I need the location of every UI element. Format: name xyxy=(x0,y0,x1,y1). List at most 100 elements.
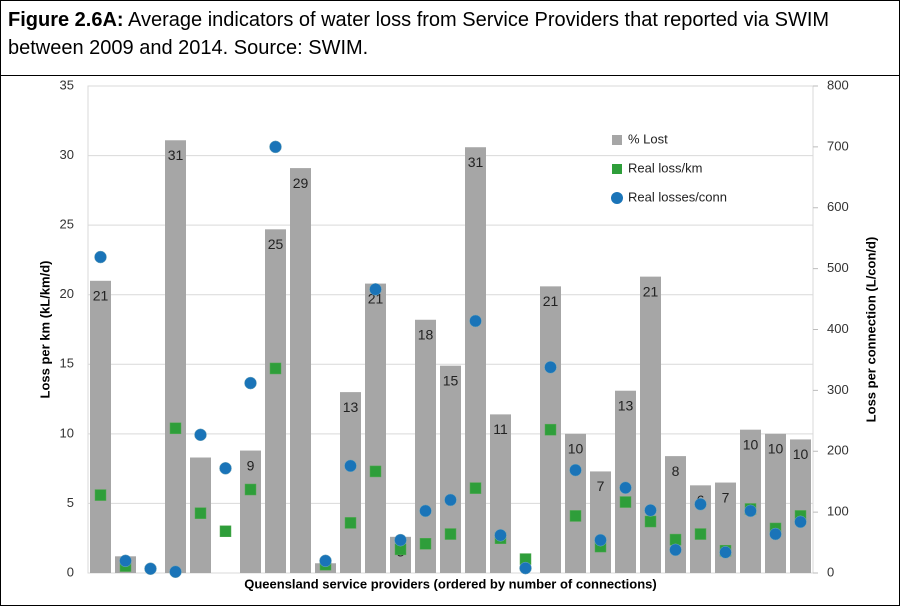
circle-marker xyxy=(394,533,407,547)
bar xyxy=(340,392,361,573)
bar xyxy=(790,439,811,573)
bar xyxy=(240,450,261,573)
y2-tick-label: 500 xyxy=(827,260,849,275)
legend-swatch xyxy=(612,135,622,145)
value-label: 31 xyxy=(468,154,484,170)
square-marker xyxy=(344,517,357,529)
bar xyxy=(265,229,286,573)
value-label: 18 xyxy=(418,326,434,342)
square-marker xyxy=(94,489,107,501)
bar xyxy=(465,147,486,574)
y-tick-label: 20 xyxy=(60,286,74,301)
circle-marker xyxy=(269,140,282,154)
caption-label: Figure 2.6A: xyxy=(8,9,124,31)
circle-marker xyxy=(694,497,707,511)
value-label: 7 xyxy=(722,489,730,505)
y-tick-label: 0 xyxy=(67,564,74,579)
square-marker xyxy=(169,422,182,435)
value-label: 21 xyxy=(93,288,109,304)
square-marker xyxy=(644,515,657,528)
square-marker xyxy=(269,362,282,375)
y2-tick-label: 100 xyxy=(827,504,849,519)
circle-marker xyxy=(344,459,357,473)
bar xyxy=(165,140,186,573)
circle-marker xyxy=(144,562,157,575)
y-tick-label: 30 xyxy=(60,147,74,162)
legend-swatch xyxy=(611,192,623,204)
circle-marker xyxy=(619,481,632,495)
value-label: 21 xyxy=(368,290,384,306)
value-label: 21 xyxy=(543,293,559,309)
value-label: 10 xyxy=(768,441,784,457)
y2-tick-label: 400 xyxy=(827,321,849,336)
circle-marker xyxy=(244,376,257,390)
square-marker xyxy=(444,528,457,540)
bar xyxy=(640,276,661,573)
bar xyxy=(490,414,511,573)
circle-marker xyxy=(469,314,482,328)
circle-marker xyxy=(369,283,382,296)
circle-marker xyxy=(644,504,657,517)
bar xyxy=(90,280,111,573)
caption-text: Average indicators of water loss from Se… xyxy=(8,9,830,59)
circle-marker xyxy=(119,554,132,568)
square-marker xyxy=(694,528,707,540)
square-marker xyxy=(419,538,432,550)
circle-marker xyxy=(94,250,107,264)
y-tick-label: 35 xyxy=(60,77,74,92)
circle-marker xyxy=(594,533,607,547)
circle-marker xyxy=(544,360,557,374)
value-label: 31 xyxy=(168,147,184,163)
square-marker xyxy=(569,510,582,522)
circle-marker xyxy=(519,561,532,575)
value-label: 9 xyxy=(247,457,255,473)
caption: Figure 2.6A: Average indicators of water… xyxy=(8,6,888,62)
square-marker xyxy=(194,507,207,519)
square-marker xyxy=(469,482,482,494)
legend-label: % Lost xyxy=(628,131,668,146)
value-label: 10 xyxy=(743,436,759,452)
square-marker xyxy=(544,423,557,436)
legend-label: Real losses/conn xyxy=(628,189,727,204)
circle-marker xyxy=(719,546,732,559)
square-marker xyxy=(619,496,632,508)
y-axis-title: Loss per km (kL/km/d) xyxy=(37,261,52,399)
value-label: 13 xyxy=(618,397,634,413)
legend-swatch xyxy=(612,164,622,174)
y-tick-label: 15 xyxy=(60,356,74,371)
value-label: 10 xyxy=(793,446,809,462)
circle-marker xyxy=(794,515,807,529)
y2-tick-label: 700 xyxy=(827,138,849,153)
square-marker xyxy=(669,533,682,546)
circle-marker xyxy=(744,504,757,518)
value-label: 29 xyxy=(293,175,309,191)
square-marker xyxy=(219,525,232,538)
square-marker xyxy=(369,465,382,478)
square-marker xyxy=(244,483,257,496)
bar xyxy=(415,319,436,573)
legend-label: Real loss/km xyxy=(628,160,702,175)
y2-tick-label: 0 xyxy=(827,564,834,579)
circle-marker xyxy=(494,529,507,542)
x-axis-title: Queensland service providers (ordered by… xyxy=(244,576,657,591)
value-label: 10 xyxy=(568,441,584,457)
y-tick-label: 5 xyxy=(67,495,74,510)
value-label: 15 xyxy=(443,372,459,388)
y2-tick-label: 200 xyxy=(827,443,849,458)
value-label: 11 xyxy=(493,421,508,437)
circle-marker xyxy=(194,428,207,442)
bar xyxy=(740,429,761,573)
value-label: 13 xyxy=(343,399,359,415)
circle-marker xyxy=(419,504,432,518)
bar xyxy=(765,433,786,573)
y2-tick-label: 800 xyxy=(827,77,849,92)
y2-axis-title: Loss per connection (L/con/d) xyxy=(863,237,878,423)
y2-tick-label: 600 xyxy=(827,199,849,214)
value-label: 8 xyxy=(672,463,680,479)
circle-marker xyxy=(769,527,782,541)
value-label: 25 xyxy=(268,236,284,252)
circle-marker xyxy=(569,463,582,477)
circle-marker xyxy=(444,493,457,507)
